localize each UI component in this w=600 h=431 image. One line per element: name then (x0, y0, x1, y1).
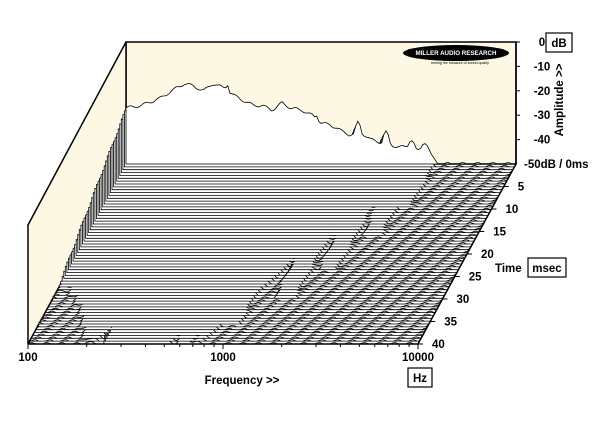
frequency-unit-box (407, 367, 433, 388)
time-tick-label-6: 35 (444, 317, 457, 329)
logo-tagline: testing the measure of sound quality (431, 61, 489, 65)
frequency-tick-label-0: 100 (18, 352, 37, 364)
amplitude-ticks: 0 -10 -20 -30 -40 (516, 37, 550, 147)
time-tick-label-3: 20 (481, 249, 494, 261)
floor-label: -50dB / 0ms (524, 159, 589, 171)
amplitude-unit-label: dB (551, 38, 566, 50)
time-tick-label-5: 30 (457, 294, 470, 306)
amplitude-tick-label-1: -10 (534, 61, 551, 73)
frequency-tick-label-1: 1000 (210, 352, 236, 364)
time-tick-label-4: 25 (469, 272, 482, 284)
waterfall-slice-0 (125, 83, 516, 165)
time-tick-label-7: 40 (432, 339, 445, 351)
amplitude-tick-label-3: -30 (534, 110, 551, 122)
frequency-tick-label-2: 10000 (402, 352, 434, 364)
frequency-ticks: 100 1000 10000 (18, 344, 434, 364)
time-tick-label-0: 5 (518, 182, 525, 194)
amplitude-tick-label-0: 0 (539, 37, 545, 49)
time-tick-label-1: 10 (506, 204, 519, 216)
frequency-axis-label: Frequency >> (205, 375, 280, 387)
logo-name: MILLER AUDIO RESEARCH (416, 50, 497, 57)
amplitude-tick-label-4: -40 (534, 135, 551, 147)
amplitude-axis-label: Amplitude >> (554, 63, 566, 136)
frequency-unit-label: Hz (413, 373, 427, 385)
waterfall-slices (27, 83, 516, 345)
time-unit-label: msec (532, 263, 562, 275)
miller-audio-research-logo: MILLER AUDIO RESEARCH testing the measur… (403, 45, 509, 65)
amplitude-unit-box (545, 32, 573, 53)
time-unit-box (527, 257, 567, 278)
time-tick-label-2: 15 (493, 227, 506, 239)
time-axis-label: Time (495, 263, 522, 275)
amplitude-tick-label-2: -20 (534, 86, 551, 98)
